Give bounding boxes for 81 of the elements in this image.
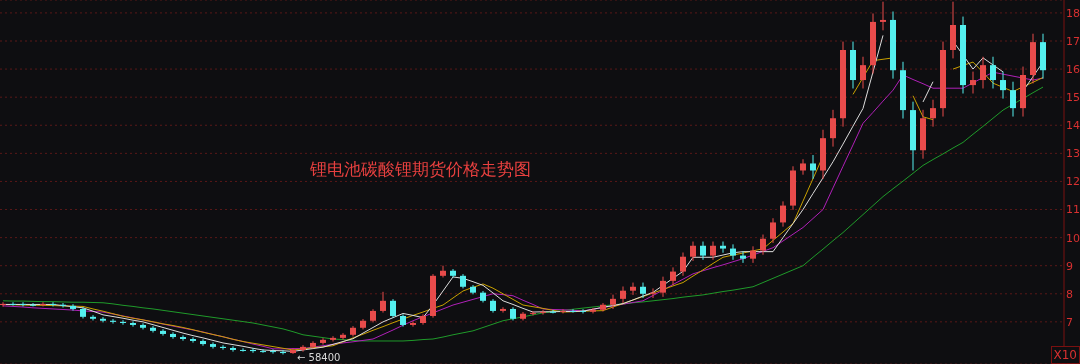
- candlestick: [70, 303, 76, 312]
- candlestick: [310, 340, 316, 350]
- y-tick-label: 13: [1066, 147, 1080, 161]
- candlestick: [500, 306, 506, 314]
- candlestick: [860, 56, 866, 89]
- candlestick: [40, 301, 46, 307]
- candlestick: [320, 337, 326, 346]
- candlestick: [570, 308, 576, 314]
- y-tick-label: 11: [1066, 203, 1080, 217]
- candlestick: [780, 200, 786, 228]
- candlestick: [240, 347, 246, 353]
- candlestick: [130, 320, 136, 328]
- candlestick: [730, 243, 736, 261]
- candlestick: [100, 316, 106, 323]
- y-tick-label: 16: [1066, 63, 1080, 76]
- y-tick-label: 7: [1066, 315, 1073, 329]
- candlestick: [680, 252, 686, 277]
- candlestick: [190, 336, 196, 344]
- candlestick: [90, 314, 96, 321]
- candlestick: [150, 325, 156, 334]
- candlestick: [660, 276, 666, 298]
- candlestick: [200, 338, 206, 347]
- candlestick: [50, 301, 56, 307]
- candlestick: [380, 291, 386, 314]
- candlestick: [980, 56, 986, 89]
- candlestick: [590, 307, 596, 314]
- candlestick: [770, 217, 776, 244]
- candlestick: [330, 335, 336, 343]
- candlestick: [880, 1, 886, 31]
- y-tick-label: 17: [1066, 34, 1080, 48]
- candlestick: [230, 345, 236, 353]
- candlestick: [160, 328, 166, 337]
- candlestick: [970, 71, 976, 95]
- text: 锂电池碳酸锂期货价格走势图: [310, 158, 531, 181]
- y-tick-label: 9: [1066, 259, 1073, 273]
- candlestick: [690, 241, 696, 262]
- candlestick: [760, 234, 766, 256]
- candlestick: [1000, 71, 1006, 100]
- candlestick: [290, 347, 296, 355]
- candlestick: [990, 56, 996, 89]
- y-tick-label: 8: [1066, 287, 1073, 301]
- candlestick: [1010, 81, 1016, 118]
- candlestick: [610, 294, 616, 310]
- candlestick: [800, 158, 806, 176]
- candlestick: [440, 265, 446, 278]
- y-tick-label: 10: [1066, 231, 1080, 245]
- candlestick: [640, 282, 646, 299]
- candlestick: [710, 241, 716, 261]
- candlestick: [580, 308, 586, 314]
- candlestick: [340, 332, 346, 341]
- candlestick: [830, 109, 836, 148]
- candlestick: [930, 99, 936, 128]
- candlestick: [140, 322, 146, 330]
- y-tick-label: 18: [1066, 6, 1080, 20]
- y-tick-label: 14: [1066, 119, 1080, 133]
- candlestick: [270, 348, 276, 355]
- y-tick-label: 12: [1066, 175, 1080, 189]
- candlestick: [10, 301, 16, 307]
- candlestick: [20, 301, 26, 307]
- y-tick-label: 15: [1066, 91, 1080, 105]
- candlestick: [810, 154, 816, 180]
- candlestick: [390, 298, 396, 319]
- candlestick: [630, 282, 636, 296]
- candlestick: [530, 310, 536, 316]
- text: X10: [1050, 346, 1080, 364]
- candlestick: [410, 320, 416, 328]
- annotation: ← 58400: [297, 352, 341, 363]
- candlestick: [210, 341, 216, 350]
- candlestick: [620, 285, 626, 304]
- candlestick: [180, 334, 186, 342]
- candlestick: [670, 266, 676, 286]
- candlestick: [170, 331, 176, 340]
- candlestick: [550, 309, 556, 314]
- candlestick: [260, 348, 266, 354]
- candlestick: [560, 308, 566, 314]
- candlestick: [700, 241, 706, 261]
- candlestick: [740, 250, 746, 264]
- candlestick: [720, 241, 726, 254]
- candlestick: [30, 302, 36, 307]
- candlestick: [300, 344, 306, 353]
- candlestick: [750, 245, 756, 264]
